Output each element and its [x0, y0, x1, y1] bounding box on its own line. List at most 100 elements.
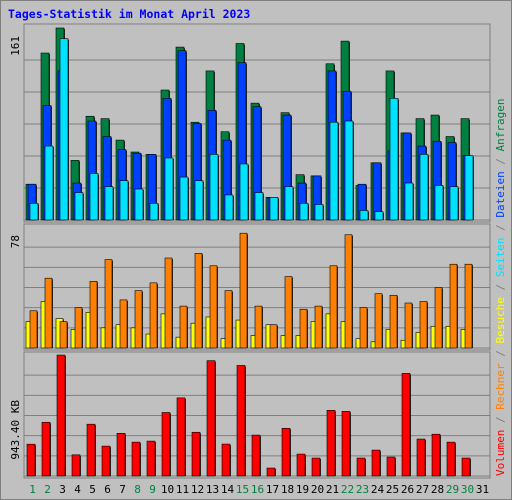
bar-rechner-face [284, 276, 293, 349]
x-tick-label: 28 [431, 483, 444, 496]
bar-volumen-face [101, 445, 111, 477]
bar-rechner-face [74, 307, 83, 349]
x-tick-label: 25 [386, 483, 399, 496]
bar-rechner [239, 232, 248, 349]
bar-rechner [329, 265, 338, 349]
bar-rechner [149, 282, 158, 349]
bar-volumen-face [206, 360, 216, 477]
bar-volumen [431, 433, 441, 477]
bar-seiten [344, 120, 354, 221]
bar-seiten [149, 203, 159, 221]
bar-seiten-face [59, 38, 69, 221]
x-tick-label: 9 [149, 483, 156, 496]
legend-separator: / [494, 277, 507, 297]
bar-rechner-face [239, 232, 248, 349]
bar-rechner-face [314, 305, 323, 349]
bar-volumen [41, 421, 51, 477]
legend-entry-volumen: Volumen [494, 430, 507, 476]
bar-rechner-face [389, 294, 398, 349]
bar-volumen-face [146, 440, 156, 477]
x-tick-label: 11 [176, 483, 189, 496]
legend: Volumen / Rechner / Besuche / Seiten / D… [494, 98, 507, 476]
legend-entry-besuche: Besuche [494, 297, 507, 343]
bar-seiten-face [269, 197, 279, 221]
bar-rechner [359, 307, 368, 349]
bar-seiten [239, 163, 249, 221]
bar-seiten-face [404, 182, 414, 221]
bar-seiten-face [329, 121, 339, 221]
bar-volumen [416, 438, 426, 477]
bar-volumen-face [341, 411, 351, 477]
bar-volumen [236, 365, 246, 477]
bar-seiten-face [254, 192, 264, 221]
bar-seiten [104, 186, 114, 221]
bar-rechner-face [104, 259, 113, 349]
bar-rechner-face [164, 257, 173, 349]
bar-rechner [374, 293, 383, 349]
bar-volumen-face [86, 423, 96, 477]
bar-rechner-face [224, 290, 233, 349]
bar-seiten-face [389, 98, 399, 221]
x-tick-label: 30 [461, 483, 474, 496]
bar-volumen-face [326, 410, 336, 477]
bar-volumen-face [251, 434, 261, 477]
bar-seiten [209, 154, 219, 221]
x-tick-label: 24 [371, 483, 385, 496]
bar-rechner [134, 290, 143, 349]
bar-seiten [434, 185, 444, 221]
bar-volumen-face [131, 441, 141, 477]
bar-rechner-face [344, 234, 353, 349]
bar-rechner [434, 287, 443, 349]
bar-volumen [206, 360, 216, 477]
bar-seiten-face [284, 186, 294, 221]
x-tick-label: 13 [206, 483, 219, 496]
bar-seiten-face [299, 203, 309, 221]
bar-volumen [176, 397, 186, 477]
bar-rechner-face [89, 280, 98, 349]
bar-seiten [314, 204, 324, 221]
bar-seiten-face [224, 194, 234, 221]
bar-volumen-face [71, 454, 81, 477]
bar-seiten [359, 210, 369, 221]
bar-rechner [119, 299, 128, 349]
bar-rechner [59, 321, 68, 349]
bar-rechner-face [434, 287, 443, 349]
bar-seiten-face [419, 154, 429, 221]
bar-seiten-face [29, 203, 39, 221]
bar-seiten-face [44, 145, 54, 221]
bar-rechner-face [44, 277, 53, 349]
legend-entry-anfragen: Anfragen [494, 98, 507, 151]
bar-rechner [269, 324, 278, 349]
bar-volumen [131, 441, 141, 477]
bar-seiten-face [344, 120, 354, 221]
bar-seiten [59, 38, 69, 221]
bar-rechner-face [209, 265, 218, 349]
x-tick-label: 27 [416, 483, 429, 496]
bar-rechner-face [194, 253, 203, 349]
x-tick-label: 14 [221, 483, 235, 496]
x-tick-label: 31 [476, 483, 489, 496]
x-tick-label: 18 [281, 483, 294, 496]
bar-rechner [74, 307, 83, 349]
x-tick-label: 10 [161, 483, 174, 496]
bar-volumen [281, 427, 291, 477]
bar-seiten [464, 155, 474, 221]
bar-seiten [374, 211, 384, 221]
x-tick-label: 17 [266, 483, 279, 496]
bar-volumen [221, 443, 231, 477]
bar-volumen [101, 445, 111, 477]
bar-rechner-face [329, 265, 338, 349]
bar-seiten [284, 186, 294, 221]
bar-seiten-face [434, 185, 444, 221]
x-tick-label: 1 [29, 483, 36, 496]
bar-volumen [56, 354, 66, 477]
bar-volumen [71, 454, 81, 477]
bar-rechner-face [59, 321, 68, 349]
bar-volumen-face [371, 449, 381, 477]
bar-volumen-face [191, 431, 201, 477]
bar-rechner [194, 253, 203, 349]
bar-rechner-face [29, 310, 38, 349]
bar-volumen-face [41, 421, 51, 477]
legend-separator: / [494, 344, 507, 364]
